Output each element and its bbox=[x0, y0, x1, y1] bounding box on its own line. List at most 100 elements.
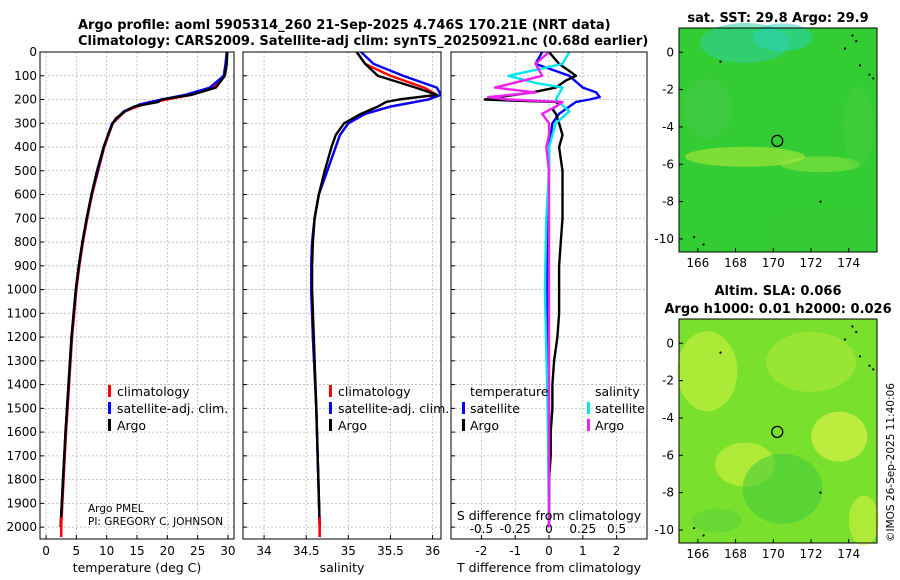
temperature-legend: climatology satellite-adj. clim. Argo bbox=[108, 384, 228, 433]
map-x-tick-label: 174 bbox=[837, 256, 860, 270]
island-mark bbox=[692, 235, 696, 239]
y-tick-label: 400 bbox=[14, 140, 37, 154]
x-tick-label: 15 bbox=[129, 544, 144, 558]
x-tick-label: -2 bbox=[475, 544, 487, 558]
legend-swatch-climatology bbox=[329, 385, 332, 397]
map-x-tick-label: 170 bbox=[762, 547, 785, 561]
x-tick-label: 35.5 bbox=[377, 544, 404, 558]
argo-position-marker bbox=[771, 134, 784, 148]
island-mark bbox=[855, 39, 858, 43]
y-tick-label: 1500 bbox=[6, 401, 37, 415]
map-field-patch bbox=[811, 411, 868, 462]
map-field-patch bbox=[677, 331, 738, 412]
legend-label-satellite: satellite-adj. clim. bbox=[338, 401, 449, 416]
legend-swatch-satellite bbox=[108, 402, 111, 414]
series-layer bbox=[483, 52, 601, 528]
island-mark bbox=[719, 60, 722, 63]
x-tick-label: 35 bbox=[341, 544, 356, 558]
map-x-tick-label: 170 bbox=[762, 256, 785, 270]
x-tick-label: 0 bbox=[42, 544, 50, 558]
x-tick-label: 2 bbox=[613, 544, 621, 558]
sla-map-title: Altim. SLA: 0.066 bbox=[715, 284, 842, 299]
legend-swatch-t-satellite bbox=[462, 402, 465, 414]
legend-swatch-s-argo bbox=[587, 419, 590, 431]
map-x-tick-label: 166 bbox=[686, 547, 709, 561]
map-x-tick-label: 168 bbox=[724, 547, 747, 561]
y-tick-label: 1600 bbox=[6, 425, 37, 439]
sst-map-panel: sat. SST: 29.8 Argo: 29.9 166 168 170 172 17… bbox=[654, 11, 878, 270]
map-y-tick-label: -10 bbox=[654, 523, 674, 537]
x-tick-label: 34.5 bbox=[293, 544, 320, 558]
map-y-tick-label: 0 bbox=[666, 336, 674, 350]
legend-label-argo: Argo bbox=[117, 418, 146, 433]
y-tick-label: 1000 bbox=[6, 283, 37, 297]
y-tick-label: 200 bbox=[14, 93, 37, 107]
island-mark bbox=[851, 325, 854, 328]
legend-label-satellite: satellite-adj. clim. bbox=[117, 401, 228, 416]
map-x-tick-label: 172 bbox=[800, 256, 823, 270]
y-tick-label: 300 bbox=[14, 116, 37, 130]
y-tick-label: 1200 bbox=[6, 330, 37, 344]
island-mark bbox=[872, 368, 875, 371]
float-institution-note: Argo PMEL bbox=[88, 503, 144, 515]
temperature-plot-frame bbox=[39, 51, 235, 540]
series-line bbox=[534, 52, 601, 528]
map-field-patch bbox=[765, 209, 876, 250]
y-tick-label: 700 bbox=[14, 211, 37, 225]
map-y-tick-label: 0 bbox=[666, 45, 674, 59]
legend-label-t-argo: Argo bbox=[470, 418, 499, 433]
x-tick-label: 5 bbox=[73, 544, 81, 558]
difference-plot-frame bbox=[450, 51, 648, 540]
island-mark bbox=[843, 338, 847, 341]
map-x-tick-label: 172 bbox=[800, 547, 823, 561]
series-layer bbox=[59, 52, 229, 538]
map-y-tick-label: -8 bbox=[662, 486, 674, 500]
island-mark bbox=[692, 526, 696, 530]
salinity-legend: climatology satellite-adj. clim. Argo bbox=[329, 384, 449, 433]
y-tick-label: 0 bbox=[29, 45, 37, 59]
figure-title-line2: Climatology: CARS2009. Satellite-adj cli… bbox=[78, 34, 648, 49]
island-mark bbox=[858, 64, 862, 67]
figure-title-line1: Argo profile: aoml 5905314_260 21-Sep-20… bbox=[78, 18, 611, 33]
map-y-tick-label: -4 bbox=[662, 411, 674, 425]
salinity-plot-frame bbox=[242, 51, 442, 540]
temperature-panel: 0100200300400500600700800900100011001200… bbox=[6, 45, 235, 558]
island-mark bbox=[868, 73, 871, 76]
map-x-tick-label: 168 bbox=[724, 256, 747, 270]
island-mark bbox=[819, 491, 822, 494]
salinity-xlabel: salinity bbox=[320, 560, 365, 575]
x-tick-label: 25 bbox=[190, 544, 205, 558]
s-tick-label: -0.5 bbox=[470, 522, 493, 536]
map-field-patch bbox=[766, 331, 856, 392]
y-tick-label: 1700 bbox=[6, 449, 37, 463]
x-tick-label: 36 bbox=[425, 544, 440, 558]
island-mark bbox=[702, 243, 705, 246]
legend-swatch-climatology bbox=[108, 385, 111, 397]
legend-label-climatology: climatology bbox=[338, 384, 411, 399]
s-tick-label: 0.25 bbox=[569, 522, 596, 536]
difference-top-xlabel: S difference from climatology bbox=[457, 508, 642, 523]
map-y-tick-label: -6 bbox=[662, 448, 674, 462]
map-frame bbox=[678, 318, 878, 544]
temperature-xlabel: temperature (deg C) bbox=[73, 560, 202, 575]
island-mark bbox=[702, 534, 705, 537]
map-field-patch bbox=[848, 495, 879, 546]
s-tick-label: 0.5 bbox=[607, 522, 626, 536]
y-tick-label: 1300 bbox=[6, 354, 37, 368]
legend-label-climatology: climatology bbox=[117, 384, 190, 399]
legend-swatch-s-satellite bbox=[587, 402, 590, 414]
y-tick-label: 600 bbox=[14, 188, 37, 202]
salinity-panel: 34 34.5 35 35.5 36 bbox=[242, 51, 442, 558]
series-line bbox=[483, 52, 578, 528]
x-tick-label: 10 bbox=[99, 544, 114, 558]
sst-map-title: sat. SST: 29.8 Argo: 29.9 bbox=[687, 11, 868, 26]
x-tick-label: 34 bbox=[256, 544, 271, 558]
map-field-patch bbox=[752, 23, 813, 52]
island-mark bbox=[719, 351, 722, 354]
map-y-tick-label: -4 bbox=[662, 120, 674, 134]
float-pi-note: PI: GREGORY C. JOHNSON bbox=[88, 516, 223, 528]
island-mark bbox=[855, 330, 858, 334]
y-tick-label: 800 bbox=[14, 235, 37, 249]
legend-label-argo: Argo bbox=[338, 418, 367, 433]
y-tick-label: 900 bbox=[14, 259, 37, 273]
